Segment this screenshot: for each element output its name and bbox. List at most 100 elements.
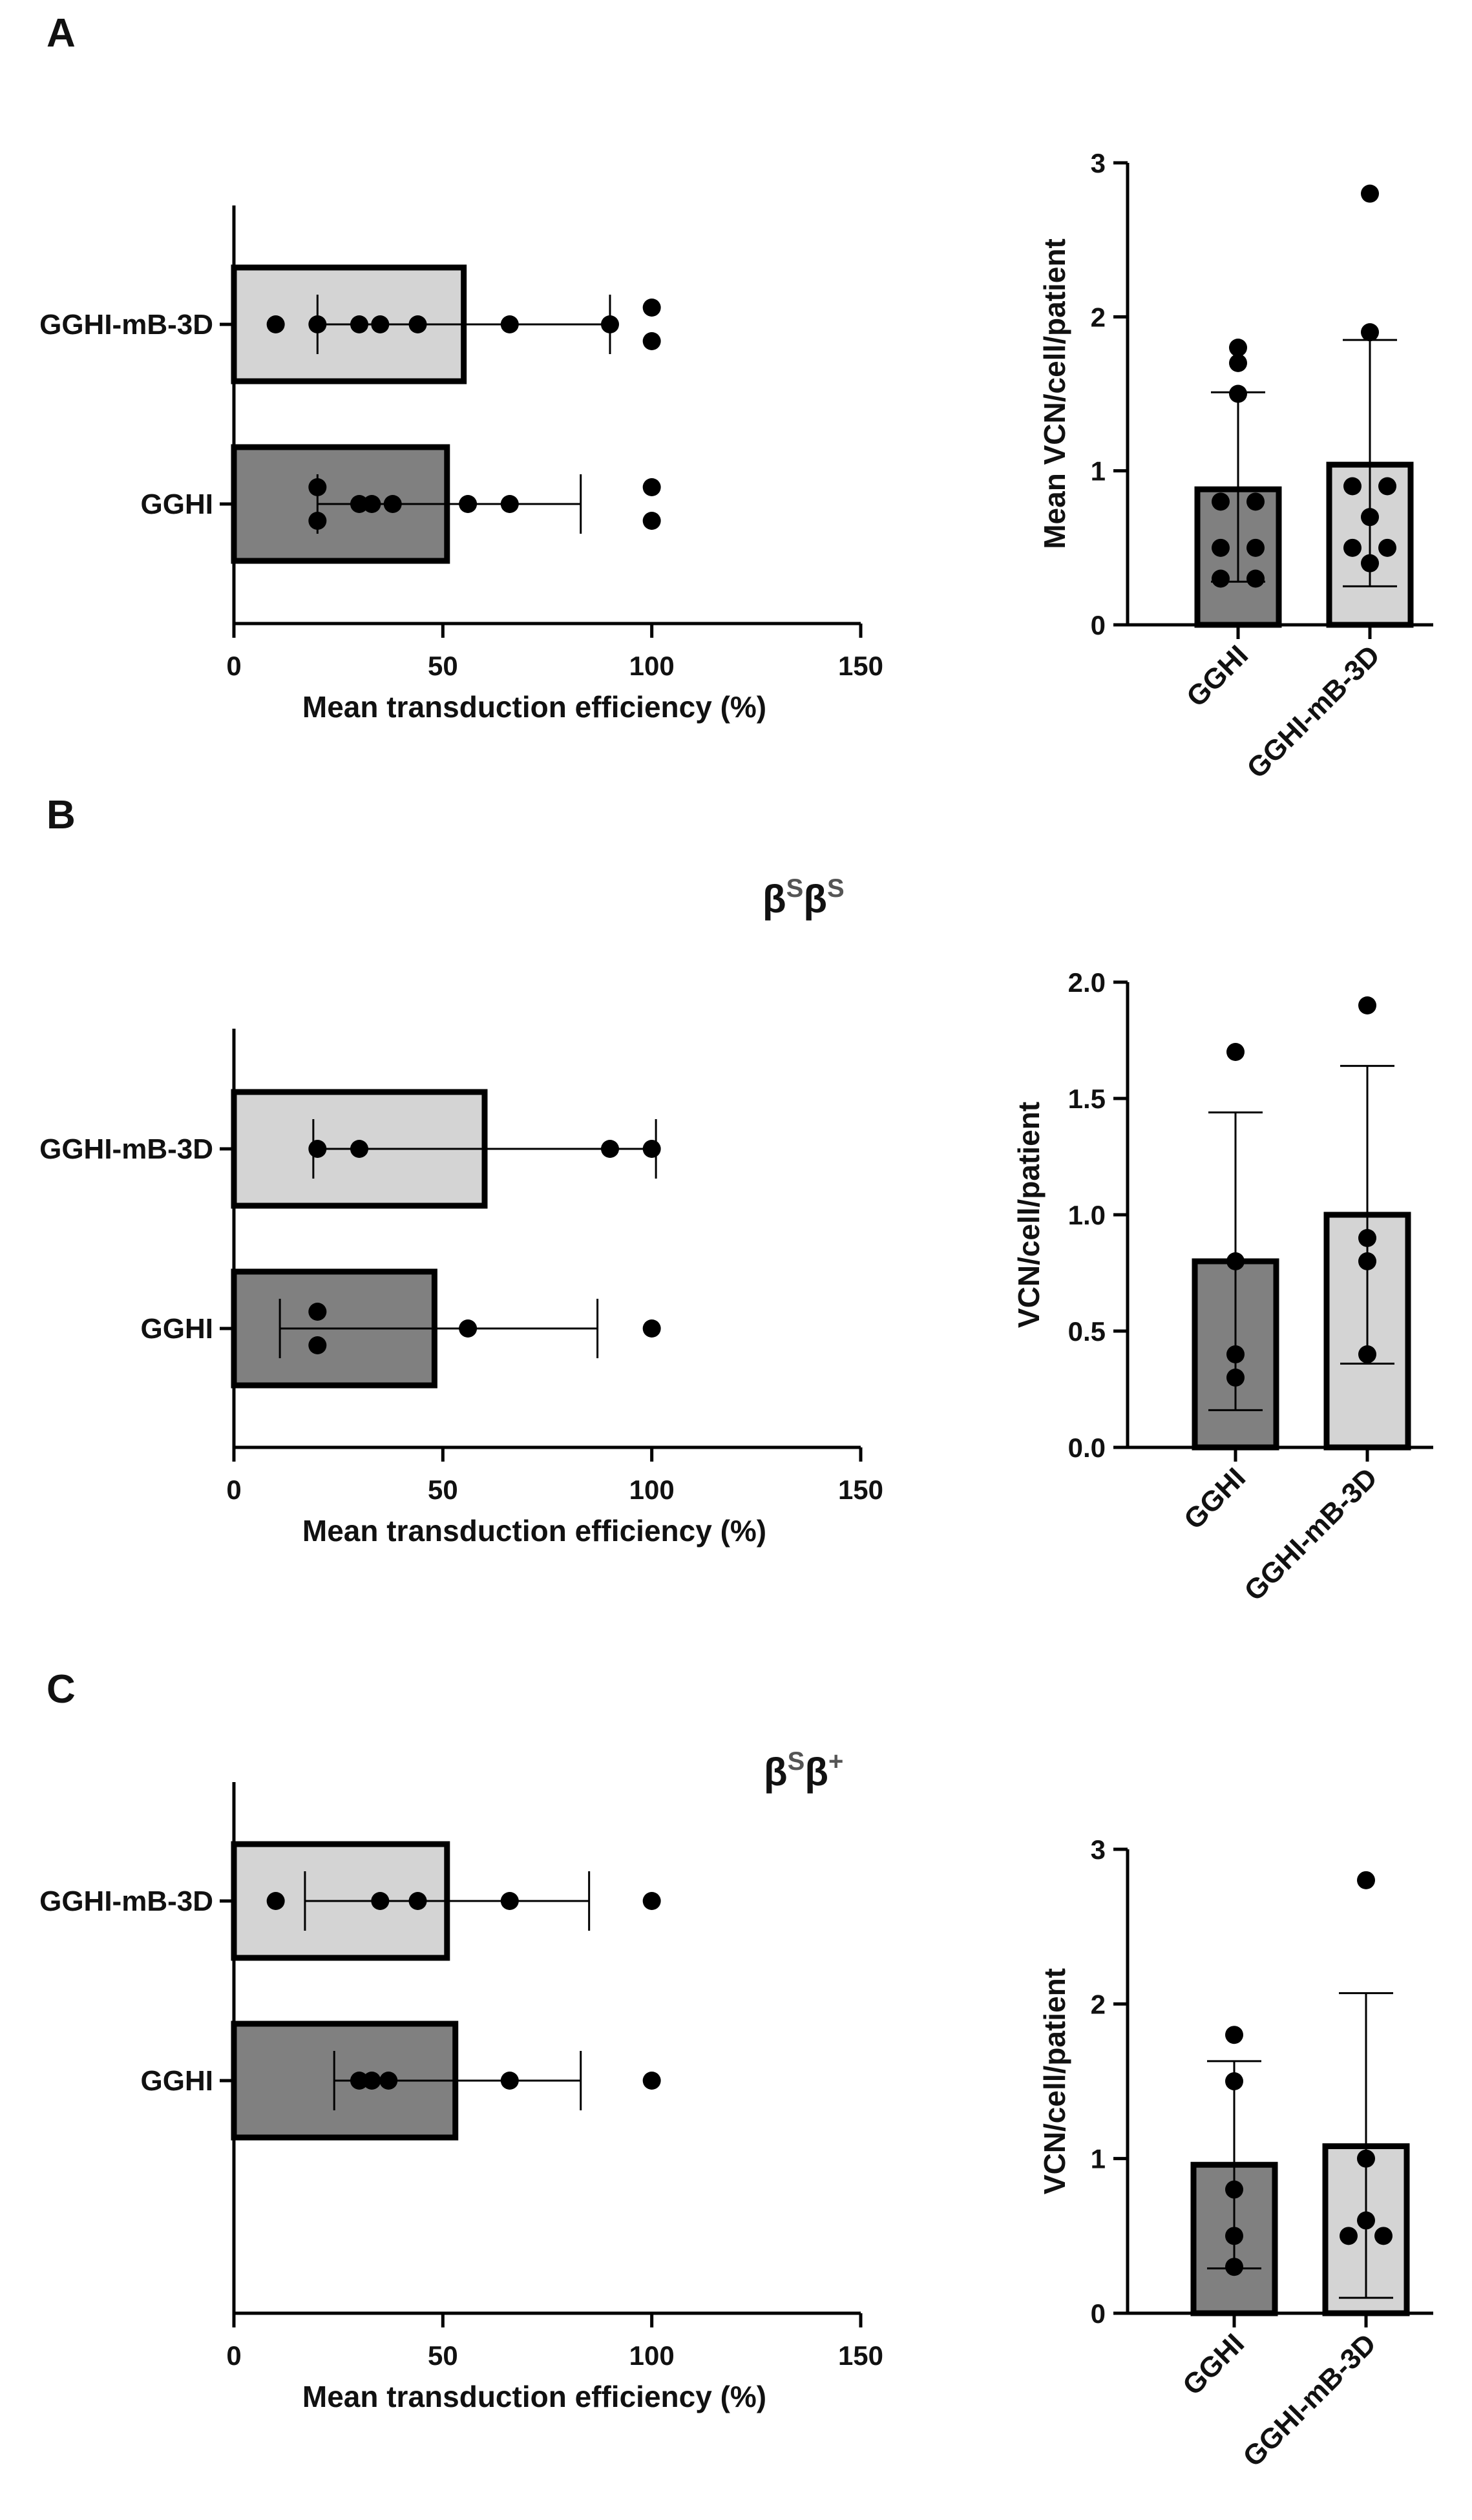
data-point xyxy=(1229,353,1247,372)
data-point xyxy=(642,1892,661,1910)
data-point xyxy=(642,512,661,530)
data-point xyxy=(308,315,327,333)
category-label: GGHI xyxy=(141,1313,213,1345)
category-label: GGHI-mB-3D xyxy=(39,309,213,341)
y-tick-label: 0.5 xyxy=(1068,1316,1106,1347)
data-point xyxy=(1212,569,1230,588)
data-point xyxy=(642,1140,661,1158)
chart-a-transduction: 0 50 100 150 GGHI-mB-3D GGHI Mean transduction… xyxy=(39,205,883,724)
data-point xyxy=(308,478,327,496)
data-point xyxy=(1212,538,1230,557)
y-tick-label: 2.0 xyxy=(1068,967,1106,998)
data-point xyxy=(1212,492,1230,511)
data-point xyxy=(1246,569,1265,588)
data-point xyxy=(642,299,661,317)
data-point xyxy=(350,315,368,333)
data-point xyxy=(1361,323,1379,342)
data-point xyxy=(1361,508,1379,527)
x-tick-label: 0 xyxy=(226,2340,241,2371)
data-point xyxy=(308,1303,327,1321)
genotype-title-c: βSβ+ xyxy=(764,1747,843,1794)
data-point xyxy=(1226,1043,1245,1061)
data-point xyxy=(1357,1871,1375,1889)
data-point xyxy=(1246,538,1265,557)
data-point xyxy=(1361,184,1379,203)
y-tick-label: 2 xyxy=(1091,1989,1106,2019)
y-tick-label: 3 xyxy=(1091,1834,1106,1865)
data-point xyxy=(1226,1252,1245,1270)
y-tick-label: 2 xyxy=(1091,302,1106,332)
panel-label-a: A xyxy=(47,11,76,56)
data-point xyxy=(1226,1369,1245,1387)
genotype-c-base2: β xyxy=(804,1750,828,1794)
x-tick-label: 100 xyxy=(629,2340,675,2371)
data-point xyxy=(1358,1345,1376,1363)
data-point xyxy=(601,1140,619,1158)
data-point xyxy=(266,1892,285,1910)
genotype-c-sup2: + xyxy=(828,1747,843,1776)
data-point xyxy=(1246,492,1265,511)
data-point xyxy=(371,1892,390,1910)
x-tick-label: 0 xyxy=(226,651,241,681)
panel-label-c: C xyxy=(47,1667,76,1712)
chart-b-transduction: 0 50 100 150 GGHI-mB-3D GGHI Mean transduction… xyxy=(39,1029,883,1548)
data-point xyxy=(408,1892,427,1910)
data-point xyxy=(363,2072,381,2090)
y-tick-label: 1 xyxy=(1091,456,1106,487)
data-point xyxy=(266,315,285,333)
x-tick-label: 100 xyxy=(629,651,675,681)
data-point xyxy=(1225,2227,1243,2245)
data-point xyxy=(1225,2180,1243,2199)
data-point xyxy=(1378,477,1396,496)
data-point xyxy=(1358,996,1376,1014)
x-tick-label: 50 xyxy=(428,1475,458,1505)
chart-c-transduction: 0 50 100 150 GGHI-mB-3D GGHI Mean transduction… xyxy=(39,1782,883,2413)
data-point xyxy=(1225,2258,1243,2276)
data-point xyxy=(500,495,519,513)
genotype-b-sup2: S xyxy=(827,874,845,903)
data-point xyxy=(1225,2072,1243,2090)
x-tick-label: 150 xyxy=(838,1475,883,1505)
y-tick-label: 0 xyxy=(1091,2298,1106,2329)
data-point xyxy=(308,512,327,530)
y-tick-label: 3 xyxy=(1091,148,1106,178)
y-tick-label: 1.0 xyxy=(1068,1200,1106,1230)
data-point xyxy=(1226,1345,1245,1363)
data-point xyxy=(350,1140,368,1158)
data-point xyxy=(642,478,661,496)
category-label: GGHI xyxy=(141,2065,213,2097)
data-point xyxy=(1357,2211,1375,2230)
data-point xyxy=(1361,554,1379,572)
data-point xyxy=(642,332,661,350)
y-axis-title: VCN/cell/patient xyxy=(1012,1102,1046,1328)
data-point xyxy=(371,315,390,333)
data-point xyxy=(363,495,381,513)
x-axis-title: Mean transduction efficiency (%) xyxy=(302,1514,766,1548)
category-label: GGHI-mB-3D xyxy=(39,1885,213,1917)
x-tick-label: 100 xyxy=(629,1475,675,1505)
x-tick-label: 0 xyxy=(226,1475,241,1505)
y-tick-label: 1 xyxy=(1091,2144,1106,2174)
genotype-c-sup1: S xyxy=(788,1747,805,1776)
data-point xyxy=(1229,384,1247,403)
y-tick-label: 0.0 xyxy=(1068,1433,1106,1463)
data-point xyxy=(350,2072,368,2090)
data-point xyxy=(642,1319,661,1338)
data-point xyxy=(500,1892,519,1910)
x-axis-title: Mean transduction efficiency (%) xyxy=(302,690,766,724)
data-point xyxy=(379,2072,398,2090)
data-point xyxy=(1225,2026,1243,2044)
data-point xyxy=(308,1140,327,1158)
data-point xyxy=(459,1319,478,1338)
data-point xyxy=(1340,2227,1358,2245)
genotype-c-base1: β xyxy=(764,1750,788,1794)
x-tick-label: 150 xyxy=(838,2340,883,2371)
panel-label-b: B xyxy=(47,793,76,837)
data-point xyxy=(350,495,368,513)
y-axis-title: VCN/cell/patient xyxy=(1038,1968,1071,2194)
data-point xyxy=(1358,1229,1376,1247)
data-point xyxy=(642,2072,661,2090)
category-label: GGHI-mB-3D xyxy=(39,1133,213,1165)
data-point xyxy=(1358,1252,1376,1270)
genotype-b-base1: β xyxy=(762,877,786,921)
